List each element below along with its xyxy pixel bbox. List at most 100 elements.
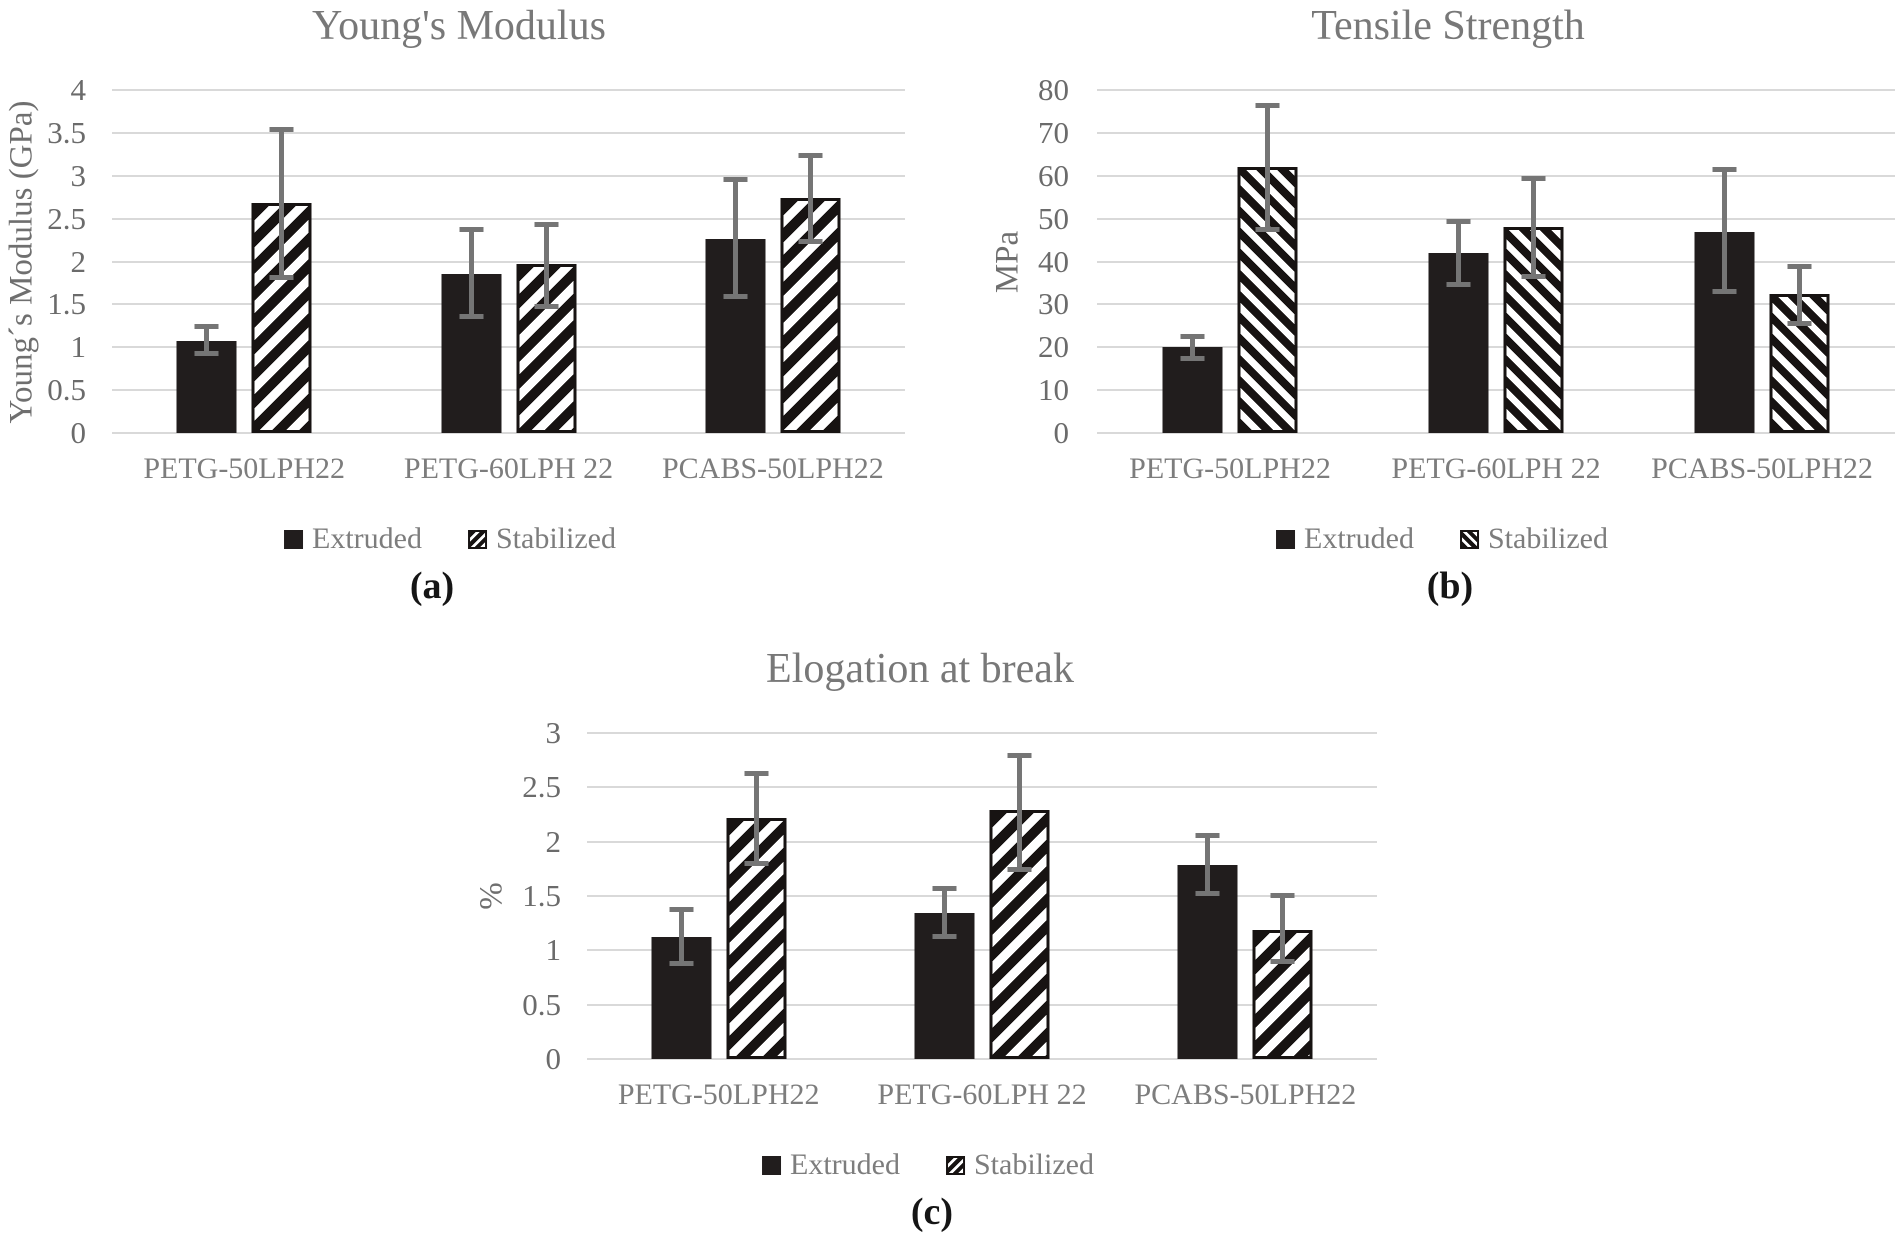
error-bar-extruded-a-1 [194,324,219,356]
y-axis-label-b: MPa [989,230,1026,293]
gridline-c-2 [587,840,1377,843]
legend-swatch-stabilized-icon [945,1155,965,1175]
bar-group-c-1 [651,733,787,1059]
gridline-b-0 [1097,432,1895,434]
gridline-a-0.5 [112,389,905,392]
x-category-label-b-2: PETG-60LPH 22 [1391,452,1601,485]
legend-item-stabilized: Stabilized [945,1148,1094,1182]
error-bar-line [1797,263,1802,326]
error-bar-stabilized-a-2 [534,222,558,309]
y-tick-label-b-0: 0 [1053,415,1070,450]
error-bar-cap-top [932,886,957,892]
y-axis-label-c: % [473,882,510,910]
y-tick-label-a-1.5: 1.5 [47,286,86,322]
gridline-a-3 [112,174,905,177]
error-bar-line [1280,892,1286,965]
error-bar-cap-bottom [1270,959,1295,965]
y-tick-label-c-0.5: 0.5 [522,986,561,1022]
legend-label-extruded: Extruded [1304,522,1414,555]
error-bar-cap-bottom [932,934,957,940]
legend-label-stabilized: Stabilized [495,522,616,555]
bar-group-b-3 [1694,90,1830,433]
error-bar-stabilized-b-1 [1255,102,1280,232]
error-bar-cap-bottom [194,350,219,356]
y-tick-label-a-1: 1 [70,329,87,365]
bar-group-c-3 [1177,733,1313,1059]
error-bar-line [1531,175,1536,279]
error-bar-cap-bottom [1255,226,1280,232]
legend-label-extruded: Extruded [312,522,422,555]
error-bar-cap-bottom [1712,288,1737,294]
x-category-label-a-2: PETG-60LPH 22 [403,452,614,485]
error-bar-stabilized-b-2 [1521,175,1546,279]
error-bar-cap-top [459,227,483,233]
y-axis-label-a: Young´s Modulus (GPa) [3,99,40,424]
y-tick-label-b-50: 50 [1038,200,1069,236]
y-tick-label-b-60: 60 [1038,157,1069,193]
gridline-c-0 [587,1058,1377,1060]
bar-extruded-c-3 [1177,864,1238,1059]
error-bar-cap-bottom [534,303,558,309]
y-tick-label-c-2: 2 [545,823,562,859]
error-bar-cap-bottom [459,313,483,319]
bar-extruded-b-1 [1162,347,1223,433]
error-bar-cap-top [723,177,748,183]
error-bar-extruded-a-2 [459,227,483,319]
error-bar-line [1205,832,1211,896]
error-bar-line [543,222,549,309]
y-tick-label-a-2.5: 2.5 [47,200,86,236]
gridline-a-2 [112,260,905,263]
error-bar-line [678,906,684,966]
gridline-b-50 [1097,217,1895,220]
error-bar-line [753,771,759,866]
bar-group-c-2 [914,733,1050,1059]
error-bar-stabilized-c-2 [1007,752,1032,873]
error-bar-extruded-a-3 [723,177,748,300]
error-bar-cap-bottom [1787,320,1812,326]
plot-area-b [1097,89,1895,434]
bar-stabilized-a-3 [780,198,841,433]
gridline-c-0.5 [587,1003,1377,1006]
y-tick-label-a-0: 0 [70,415,87,450]
legend-swatch-stabilized-icon [1459,529,1479,549]
bar-stabilized-a-1 [251,203,312,433]
gridline-b-60 [1097,174,1895,177]
gridline-c-1 [587,949,1377,952]
legend-label-extruded: Extruded [790,1148,900,1181]
error-bar-cap-top [1180,333,1205,339]
gridline-a-4 [112,89,905,91]
gridline-c-1.5 [587,895,1377,897]
error-bar-extruded-c-1 [669,906,694,966]
error-bar-cap-top [1270,892,1295,898]
chart-title-c: Elogation at break [766,646,1074,692]
legend-b: Extruded Stabilized [1276,522,1608,556]
y-tick-label-c-1.5: 1.5 [522,878,561,913]
x-category-label-b-3: PCABS-50LPH22 [1651,452,1873,485]
error-bar-line [468,227,474,319]
bar-extruded-a-1 [176,341,237,433]
y-tick-label-a-0.5: 0.5 [47,372,86,408]
error-bar-stabilized-c-1 [744,771,769,866]
gridline-a-0 [112,432,905,434]
error-bar-cap-bottom [269,275,294,281]
y-tick-label-c-1: 1 [545,932,562,968]
error-bar-extruded-b-3 [1712,167,1737,294]
legend-label-stabilized: Stabilized [973,1148,1094,1181]
chart-caption-b: (b) [1426,565,1474,607]
gridline-b-30 [1097,303,1895,306]
error-bar-cap-top [1712,167,1737,173]
chart-title-a: Young's Modulus [312,3,606,49]
gridline-c-3 [587,732,1377,734]
legend-item-stabilized: Stabilized [1459,522,1608,556]
error-bar-cap-bottom [669,960,694,966]
gridline-b-70 [1097,131,1895,134]
error-bar-cap-bottom [1195,891,1220,896]
gridline-b-40 [1097,260,1895,263]
error-bar-cap-bottom [1007,867,1032,873]
x-category-label-b-1: PETG-50LPH22 [1129,452,1331,485]
gridline-b-20 [1097,346,1895,349]
error-bar-cap-top [534,222,558,228]
legend-swatch-extruded-icon [762,1155,782,1175]
y-tick-label-c-3: 3 [545,715,562,750]
x-category-label-a-1: PETG-50LPH22 [143,452,345,485]
